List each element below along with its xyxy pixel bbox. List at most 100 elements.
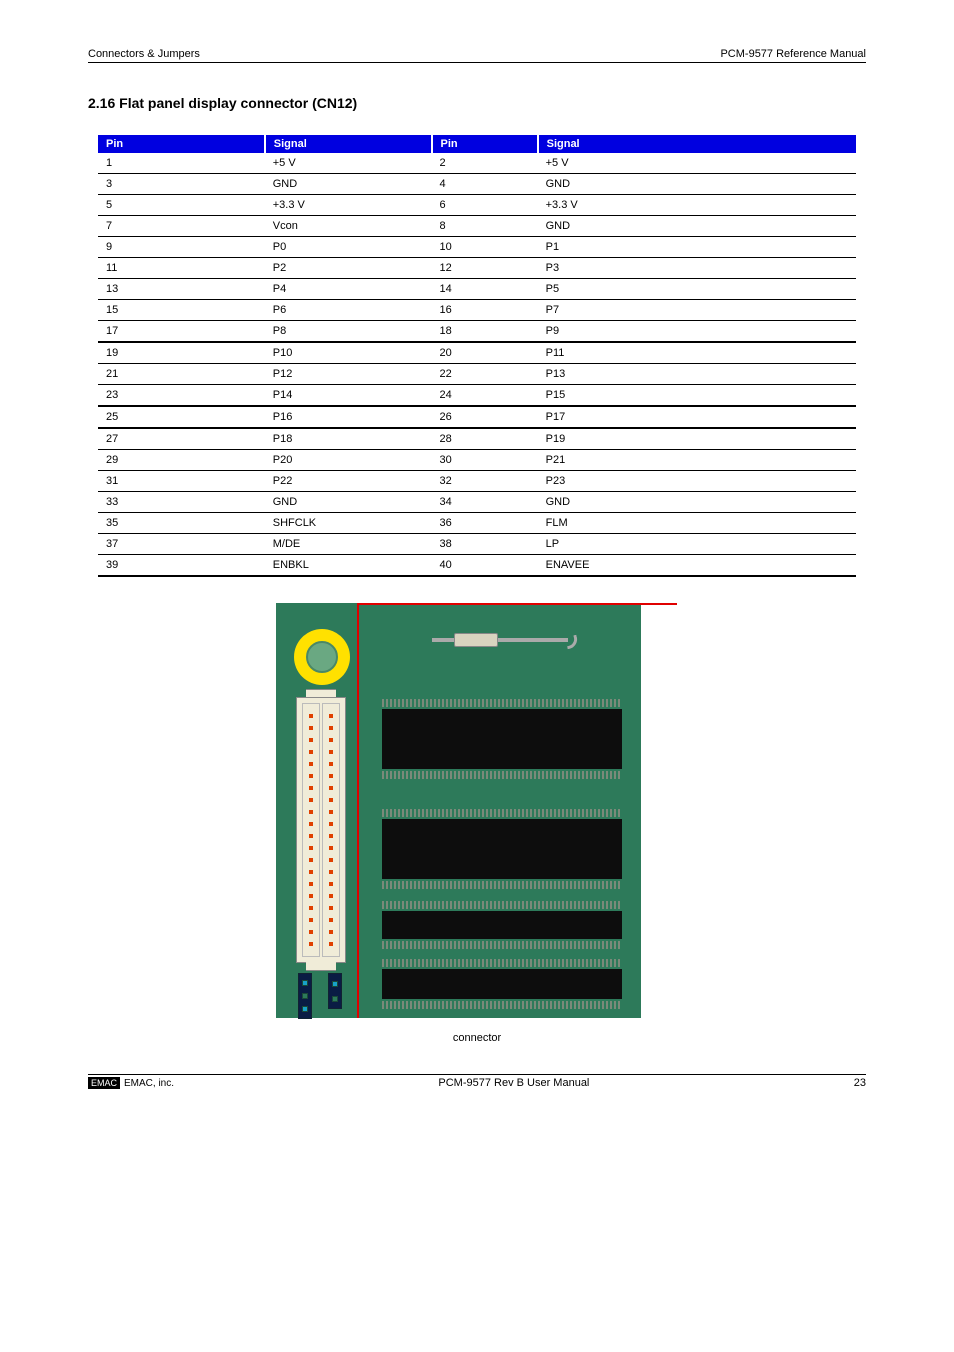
jumper-1 (298, 973, 312, 1019)
table-cell: 23 (98, 385, 265, 407)
table-cell: 10 (432, 237, 538, 258)
th-sig-b: Signal (538, 135, 856, 153)
table-cell: 17 (98, 321, 265, 343)
table-cell: P20 (265, 450, 432, 471)
section-title: 2.16 Flat panel display connector (CN12) (88, 95, 866, 111)
table-cell: 18 (432, 321, 538, 343)
header-left: Connectors & Jumpers (88, 48, 200, 60)
table-cell: P1 (538, 237, 856, 258)
table-cell: 24 (432, 385, 538, 407)
footer-badge: EMAC (88, 1077, 120, 1089)
table-cell: Vcon (265, 216, 432, 237)
table-cell: 37 (98, 534, 265, 555)
table-cell: 19 (98, 342, 265, 364)
table-cell: P12 (265, 364, 432, 385)
table-cell: 38 (432, 534, 538, 555)
table-cell: LP (538, 534, 856, 555)
table-cell: M/DE (265, 534, 432, 555)
pin-row-2 (322, 703, 340, 957)
table-cell: 27 (98, 428, 265, 450)
table-cell: 34 (432, 492, 538, 513)
table-cell: 26 (432, 406, 538, 428)
pinout-table: Pin Signal Pin Signal 1+5 V2+5 V3GND4GND… (98, 135, 856, 577)
table-cell: P0 (265, 237, 432, 258)
table-cell: 22 (432, 364, 538, 385)
ic-4 (382, 969, 622, 999)
table-cell: P7 (538, 300, 856, 321)
table-cell: 21 (98, 364, 265, 385)
th-sig-a: Signal (265, 135, 432, 153)
table-cell: P2 (265, 258, 432, 279)
table-cell: P10 (265, 342, 432, 364)
table-cell: 30 (432, 450, 538, 471)
table-cell: GND (538, 174, 856, 195)
component-cap (454, 633, 498, 647)
table-cell: 14 (432, 279, 538, 300)
table-cell: P6 (265, 300, 432, 321)
table-cell: P16 (265, 406, 432, 428)
footer-page: 23 (854, 1077, 866, 1089)
table-cell: 2 (432, 153, 538, 174)
table-cell: 6 (432, 195, 538, 216)
table-cell: 29 (98, 450, 265, 471)
pin-row-1 (302, 703, 320, 957)
table-cell: 35 (98, 513, 265, 534)
table-cell: 36 (432, 513, 538, 534)
table-cell: GND (538, 492, 856, 513)
table-cell: P15 (538, 385, 856, 407)
table-cell: 28 (432, 428, 538, 450)
table-cell: 9 (98, 237, 265, 258)
table-cell: 20 (432, 342, 538, 364)
footer-center: PCM-9577 Rev B User Manual (438, 1077, 589, 1089)
page-header: Connectors & Jumpers PCM-9577 Reference … (88, 48, 866, 63)
th-pin-a: Pin (98, 135, 265, 153)
table-cell: P22 (265, 471, 432, 492)
table-cell: ENAVEE (538, 555, 856, 577)
table-cell: +5 V (538, 153, 856, 174)
table-cell: +3.3 V (265, 195, 432, 216)
table-cell: ENBKL (265, 555, 432, 577)
header-right: PCM-9577 Reference Manual (720, 48, 866, 60)
board-figure (276, 603, 678, 1018)
table-cell: 15 (98, 300, 265, 321)
table-cell: GND (265, 174, 432, 195)
table-cell: P4 (265, 279, 432, 300)
table-cell: 7 (98, 216, 265, 237)
table-cell: P13 (538, 364, 856, 385)
table-cell: GND (538, 216, 856, 237)
figure-caption: connector (88, 1032, 866, 1044)
table-cell: P19 (538, 428, 856, 450)
table-cell: P18 (265, 428, 432, 450)
table-cell: 39 (98, 555, 265, 577)
table-cell: P5 (538, 279, 856, 300)
table-cell: P17 (538, 406, 856, 428)
table-cell: 13 (98, 279, 265, 300)
ic-3 (382, 911, 622, 939)
table-cell: 32 (432, 471, 538, 492)
table-cell: 5 (98, 195, 265, 216)
table-cell: GND (265, 492, 432, 513)
table-cell: P3 (538, 258, 856, 279)
mounting-hole (306, 641, 338, 673)
table-cell: 25 (98, 406, 265, 428)
table-cell: 11 (98, 258, 265, 279)
table-cell: 31 (98, 471, 265, 492)
table-cell: P23 (538, 471, 856, 492)
table-cell: P8 (265, 321, 432, 343)
table-cell: 3 (98, 174, 265, 195)
page-footer: EMACEMAC, inc. PCM-9577 Rev B User Manua… (88, 1074, 866, 1089)
table-cell: 16 (432, 300, 538, 321)
table-cell: 33 (98, 492, 265, 513)
table-cell: P21 (538, 450, 856, 471)
table-cell: 1 (98, 153, 265, 174)
table-cell: 40 (432, 555, 538, 577)
footer-company: EMACEMAC, inc. (88, 1077, 174, 1089)
th-pin-b: Pin (432, 135, 538, 153)
table-cell: 8 (432, 216, 538, 237)
table-cell: SHFCLK (265, 513, 432, 534)
table-cell: P11 (538, 342, 856, 364)
table-cell: +3.3 V (538, 195, 856, 216)
jumper-2 (328, 973, 342, 1009)
ic-1 (382, 709, 622, 769)
table-cell: P14 (265, 385, 432, 407)
